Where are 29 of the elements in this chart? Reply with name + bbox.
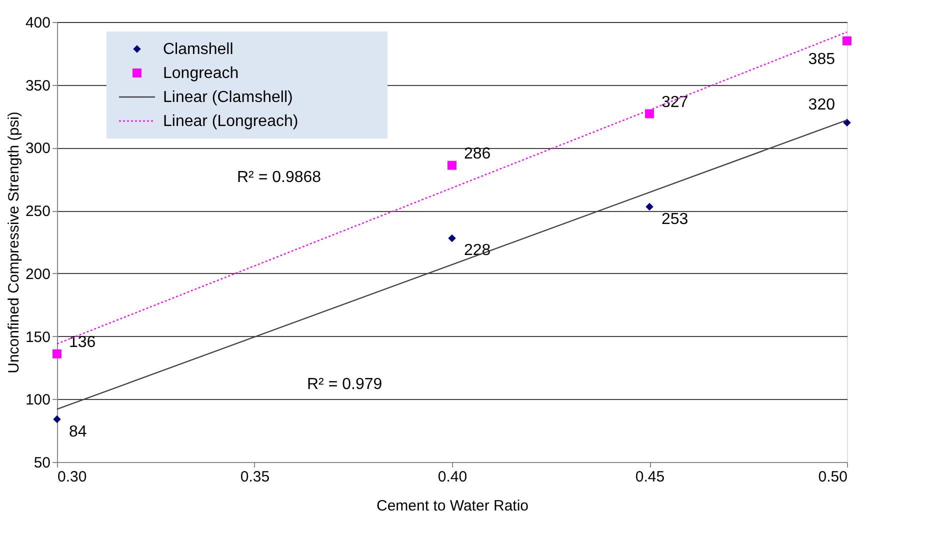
legend-label: Linear (Longreach) (163, 113, 298, 130)
data-label: 320 (808, 96, 836, 114)
legend-label: Longreach (163, 65, 239, 82)
y-tick-label: 200 (25, 266, 50, 283)
x-tick-label: 0.45 (635, 468, 665, 486)
data-label: 385 (808, 50, 836, 68)
x-tick-label: 0.50 (818, 468, 848, 486)
data-label: 253 (662, 210, 688, 228)
data-label: 286 (464, 145, 491, 162)
x-axis-title: Cement to Water Ratio (376, 498, 528, 514)
y-tick-label: 250 (25, 203, 50, 220)
y-tick-label: 100 (25, 392, 50, 409)
x-tick-label: 0.30 (58, 468, 87, 486)
y-tick-label: 300 (25, 140, 50, 158)
y-axis-title: Unconfined Compressive Strength (psi) (5, 112, 22, 374)
legend-label: Clamshell (163, 41, 234, 58)
y-tick-label: 400 (25, 14, 50, 32)
annotation: R² = 0.979 (307, 376, 382, 393)
legend-label: Linear (Clamshell) (163, 89, 293, 106)
x-tick-label: 0.40 (438, 468, 468, 486)
x-tick-label: 0.35 (240, 468, 270, 486)
y-tick-label: 150 (25, 328, 50, 346)
data-label: 84 (69, 423, 87, 440)
data-label: 136 (69, 334, 96, 351)
annotation: R² = 0.9868 (237, 169, 322, 186)
data-label: 327 (662, 94, 688, 111)
data-label: 228 (464, 242, 491, 260)
y-tick-label: 350 (25, 77, 50, 94)
y-tick-label: 50 (34, 454, 50, 472)
